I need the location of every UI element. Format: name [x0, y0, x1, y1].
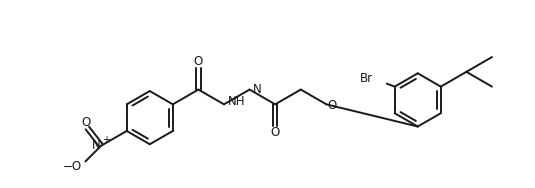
Text: O: O [271, 126, 280, 139]
Text: N: N [253, 83, 261, 96]
Text: NH: NH [228, 95, 246, 108]
Text: N: N [91, 139, 100, 152]
Text: +: + [102, 135, 110, 145]
Text: O: O [82, 116, 91, 129]
Text: Br: Br [360, 72, 373, 85]
Text: O: O [327, 99, 337, 112]
Text: O: O [194, 55, 203, 68]
Text: −O: −O [62, 160, 81, 173]
